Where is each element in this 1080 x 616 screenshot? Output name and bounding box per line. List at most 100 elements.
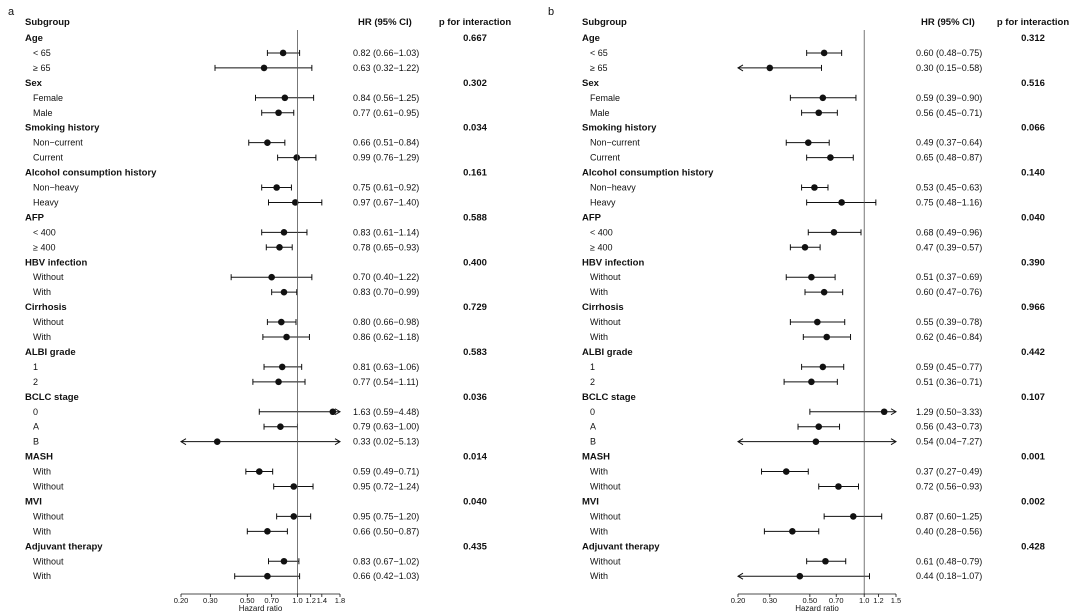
hr-point [838, 199, 845, 206]
subgroup-label: With [590, 571, 608, 581]
hr-point [280, 557, 288, 565]
p-interaction-value: 0.428 [1021, 541, 1045, 552]
subgroup-label: < 400 [590, 227, 613, 237]
x-tick-label: 1.4 [317, 596, 327, 605]
forest-plot-b: Subgroup HR (95% CI) p for interaction Age 0… [582, 17, 1069, 613]
hr-ci-text: 0.47 (0.39−0.57) [916, 242, 982, 252]
x-tick-label: 0.70 [264, 596, 279, 605]
hr-ci-text: 0.54 (0.04−7.27) [916, 437, 982, 447]
p-interaction-value: 0.107 [1021, 392, 1045, 403]
subgroup-label: ≥ 400 [590, 242, 612, 252]
hr-ci-text: 0.61 (0.48−0.79) [916, 556, 982, 566]
hr-point [276, 244, 283, 251]
subgroup-label: Heavy [590, 197, 616, 207]
hr-point [819, 94, 827, 102]
hr-point [277, 423, 284, 431]
hr-point [827, 154, 834, 161]
ci-arrow-left [737, 64, 744, 72]
p-interaction-value: 0.014 [463, 452, 487, 463]
hr-point [255, 468, 263, 475]
hr-point [808, 378, 815, 386]
hr-point [275, 109, 282, 117]
group-label: ALBI grade [582, 347, 633, 358]
x-tick-label: 0.30 [762, 596, 777, 605]
hr-point [822, 557, 829, 565]
ci-arrow-right [334, 408, 341, 416]
hr-point [796, 572, 804, 580]
hr-point [279, 49, 287, 57]
ci-arrow-right [334, 438, 341, 446]
hr-point [811, 184, 818, 191]
x-tick-label: 1.0 [292, 596, 302, 605]
subgroup-label: Current [33, 153, 64, 163]
p-interaction-value: 0.400 [463, 257, 487, 268]
subgroup-label: Female [33, 93, 63, 103]
hr-ci-text: 0.83 (0.70−0.99) [353, 287, 419, 297]
group-label: MASH [25, 452, 53, 463]
hr-point [814, 318, 821, 326]
x-tick-label: 0.70 [829, 596, 844, 605]
hr-point [291, 199, 299, 206]
x-tick-label: 0.20 [174, 596, 189, 605]
hr-point [278, 318, 285, 326]
group-label: AFP [582, 212, 602, 223]
subgroup-label: B [33, 437, 39, 447]
subgroup-label: Female [590, 93, 620, 103]
group-label: Cirrhosis [582, 302, 624, 313]
hr-ci-text: 0.59 (0.39−0.90) [916, 93, 982, 103]
p-interaction-value: 0.516 [1021, 78, 1045, 89]
subgroup-label: A [33, 422, 39, 432]
p-interaction-value: 0.435 [463, 541, 487, 552]
hr-point [290, 513, 298, 520]
hr-point [801, 244, 809, 251]
hr-ci-text: 0.49 (0.37−0.64) [916, 138, 982, 148]
p-interaction-value: 0.040 [1021, 212, 1045, 223]
x-tick-label: 0.20 [731, 596, 746, 605]
hr-point [329, 408, 337, 416]
header-p-interaction: p for interaction [439, 17, 512, 28]
group-label: Adjuvant therapy [582, 541, 660, 552]
group-label: Sex [25, 78, 43, 89]
header-subgroup: Subgroup [25, 17, 70, 28]
hr-ci-text: 0.51 (0.37−0.69) [916, 272, 982, 282]
subgroup-label: Without [590, 556, 621, 566]
hr-point [782, 468, 790, 475]
hr-ci-text: 0.33 (0.02−5.13) [353, 437, 419, 447]
hr-ci-text: 0.77 (0.61−0.95) [353, 108, 419, 118]
subgroup-label: Non−current [590, 138, 640, 148]
hr-point [819, 363, 827, 371]
hr-ci-text: 1.63 (0.59−4.48) [353, 407, 419, 417]
hr-ci-text: 0.95 (0.75−1.20) [353, 511, 419, 521]
panel-label: b [548, 6, 555, 18]
hr-point [789, 528, 796, 535]
hr-ci-text: 0.82 (0.66−1.03) [353, 48, 419, 58]
hr-ci-text: 0.75 (0.61−0.92) [353, 183, 419, 193]
x-axis-title: Hazard ratio [795, 604, 839, 613]
x-tick-label: 1.5 [891, 596, 901, 605]
x-tick-label: 1.2 [305, 596, 315, 605]
hr-point [820, 49, 828, 57]
hr-ci-text: 0.40 (0.28−0.56) [916, 526, 982, 536]
ci-arrow-left [180, 438, 187, 446]
subgroup-label: With [33, 526, 51, 536]
subgroup-label: Without [590, 272, 621, 282]
subgroup-label: With [33, 571, 51, 581]
x-tick-label: 1.8 [335, 596, 345, 605]
subgroup-label: With [590, 287, 608, 297]
subgroup-label: Without [590, 482, 621, 492]
hr-point [849, 513, 857, 520]
hr-point [766, 64, 774, 72]
subgroup-label: With [590, 526, 608, 536]
subgroup-label: With [33, 287, 51, 297]
hr-ci-text: 0.66 (0.50−0.87) [353, 526, 419, 536]
hr-point [823, 333, 831, 341]
subgroup-label: Non−heavy [590, 183, 636, 193]
hr-ci-text: 0.51 (0.36−0.71) [916, 377, 982, 387]
subgroup-label: Without [590, 317, 621, 327]
group-label: AFP [25, 212, 45, 223]
hr-ci-text: 0.80 (0.66−0.98) [353, 317, 419, 327]
subgroup-label: < 400 [33, 227, 56, 237]
subgroup-label: ≥ 65 [590, 63, 607, 73]
hr-point [273, 184, 280, 191]
hr-ci-text: 0.44 (0.18−1.07) [916, 571, 982, 581]
